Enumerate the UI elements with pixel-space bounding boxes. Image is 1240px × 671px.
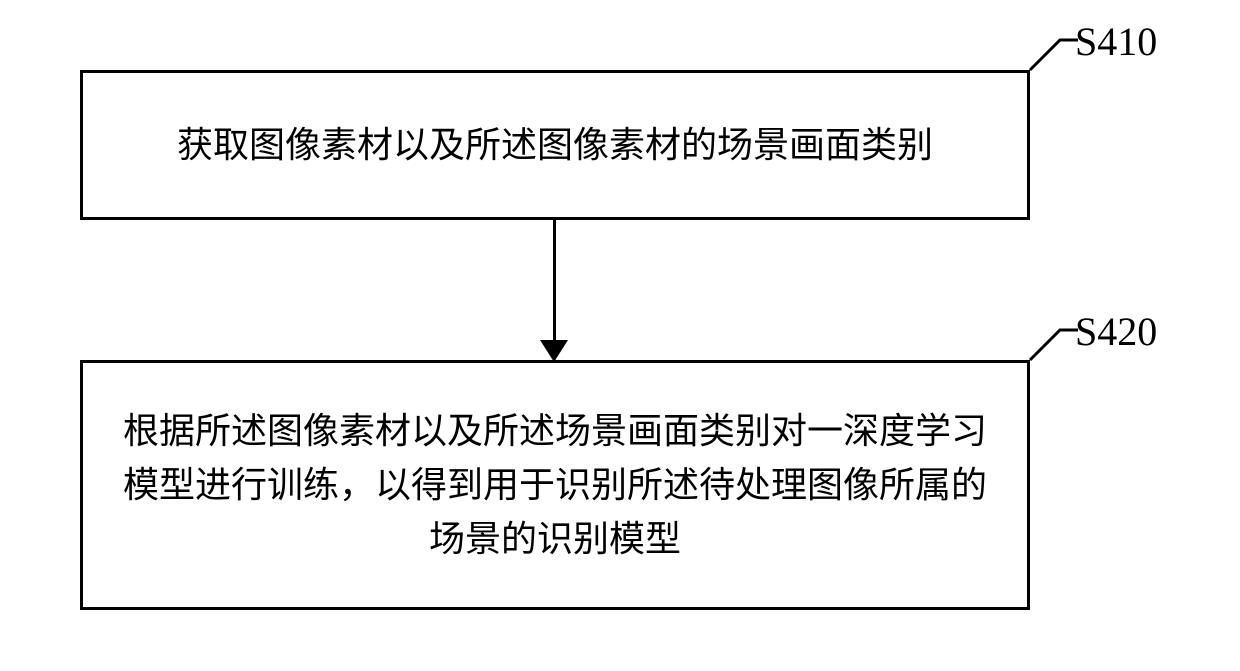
node-text: 根据所述图像素材以及所述场景画面类别对一深度学习模型进行训练，以得到用于识别所述… [123,404,987,566]
flowchart-node-s410: 获取图像素材以及所述图像素材的场景画面类别 [80,70,1030,220]
flowchart-node-s420: 根据所述图像素材以及所述场景画面类别对一深度学习模型进行训练，以得到用于识别所述… [80,360,1030,610]
node-text: 获取图像素材以及所述图像素材的场景画面类别 [177,118,933,172]
step-label-s410: S410 [1075,18,1157,65]
flowchart-edge-arrow [553,220,556,345]
callout-line-s420 [1028,308,1078,363]
flowchart-container: 获取图像素材以及所述图像素材的场景画面类别 S410 根据所述图像素材以及所述场… [0,0,1240,671]
step-label-s420: S420 [1075,308,1157,355]
flowchart-edge-arrowhead [540,340,568,362]
callout-line-s410 [1028,18,1078,73]
